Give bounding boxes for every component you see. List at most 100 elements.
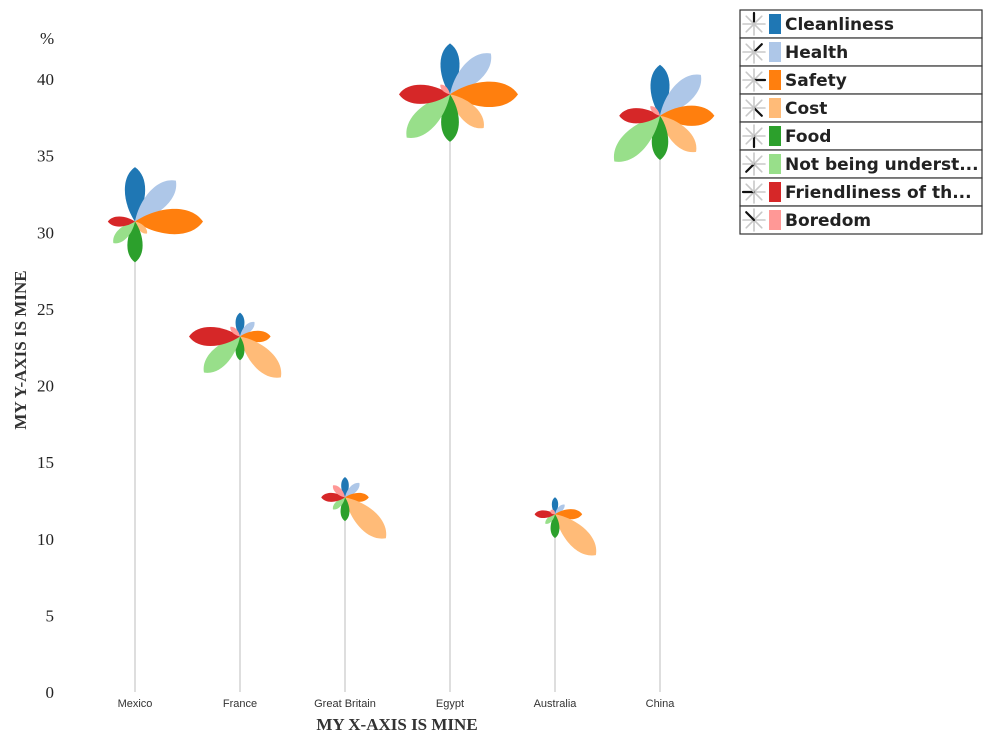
legend-item[interactable]: Friendliness of th...: [739, 177, 983, 207]
legend-swatch: [769, 154, 781, 174]
icon-spoke: [745, 135, 755, 145]
flower-petal: [555, 514, 597, 556]
flower-petal: [230, 326, 240, 337]
icon-spoke: [745, 99, 755, 109]
legend-label: Health: [785, 43, 848, 63]
icon-spoke: [752, 43, 763, 54]
icon-spoke: [753, 163, 763, 173]
flower[interactable]: [606, 64, 715, 170]
petal-direction-icon: [742, 208, 766, 232]
legend-swatch: [769, 14, 781, 34]
flower-petal: [450, 81, 518, 108]
petal-direction-icon: [742, 11, 766, 36]
icon-spoke: [753, 211, 763, 221]
icon-spoke: [753, 79, 763, 89]
legend-label: Safety: [785, 71, 847, 91]
petal-direction-icon: [742, 96, 766, 120]
flower[interactable]: [321, 476, 393, 546]
icon-spoke: [753, 127, 763, 137]
flower-petal: [555, 504, 565, 515]
legend-swatch: [769, 182, 781, 202]
x-tick-label: Australia: [534, 698, 578, 710]
y-tick-label: 0: [46, 683, 55, 702]
petal-direction-icon: [742, 40, 766, 64]
icon-spoke: [752, 106, 763, 117]
flower-petal: [135, 208, 203, 235]
icon-spoke: [745, 107, 755, 117]
petal-direction-icon: [742, 124, 766, 149]
y-tick-label: 35: [37, 147, 54, 166]
y-tick-label: 25: [37, 300, 54, 319]
legend-item[interactable]: Cost: [739, 93, 983, 123]
flower-petal: [450, 94, 484, 129]
flower[interactable]: [399, 43, 518, 145]
flower-petal: [345, 482, 360, 498]
flower-petal: [189, 326, 240, 346]
legend-item[interactable]: Not being underst...: [739, 149, 983, 179]
legend-swatch: [769, 42, 781, 62]
legend-item[interactable]: Food: [739, 121, 983, 151]
x-axis-title: MY X-AXIS IS MINE: [316, 715, 477, 734]
flower-petal: [614, 115, 660, 162]
flower-petal: [240, 336, 282, 378]
y-tick-label: 20: [37, 377, 54, 396]
flower-petal: [660, 115, 697, 152]
flower-petal: [113, 221, 135, 244]
icon-spoke: [745, 211, 756, 222]
icon-spoke: [753, 219, 763, 229]
x-tick-label: Great Britain: [314, 698, 376, 710]
legend: Cleanliness Health Safety Cost Food Not being…: [739, 9, 983, 235]
flower[interactable]: [189, 312, 288, 385]
flower-petal: [203, 336, 240, 373]
icon-spoke: [745, 155, 755, 165]
petal-direction-icon: [742, 152, 766, 176]
y-tick-label: 10: [37, 530, 54, 549]
flower-petal: [650, 106, 660, 116]
flower-petal: [107, 216, 135, 227]
icon-spoke: [753, 15, 763, 25]
y-tick-label: 30: [37, 223, 54, 242]
petal-direction-icon: [742, 68, 767, 92]
x-tick-label: China: [646, 698, 676, 710]
y-axis-title: MY Y-AXIS IS MINE: [11, 270, 30, 429]
y-tick-label: 15: [37, 453, 54, 472]
flower[interactable]: [107, 167, 203, 263]
legend-item[interactable]: Boredom: [739, 205, 983, 235]
legend-item[interactable]: Health: [739, 37, 983, 67]
legend-swatch: [769, 126, 781, 146]
legend-label: Cost: [785, 99, 827, 119]
stems: [134, 94, 661, 692]
icon-spoke: [753, 99, 763, 109]
legend-swatch: [769, 98, 781, 118]
flower-petal: [440, 84, 450, 95]
legend-label: Boredom: [785, 211, 871, 231]
flower-petal: [135, 180, 177, 222]
icon-spoke: [745, 23, 755, 33]
icon-spoke: [753, 191, 763, 201]
flower[interactable]: [534, 497, 604, 562]
flower-petal: [321, 492, 345, 502]
icon-spoke: [745, 79, 755, 89]
icon-spoke: [753, 71, 763, 81]
flower-petal: [406, 94, 450, 138]
icon-spoke: [753, 183, 763, 193]
icon-spoke: [753, 135, 763, 145]
icon-spoke: [753, 51, 763, 61]
icon-spoke: [745, 43, 755, 53]
flower-petal: [332, 497, 345, 510]
y-axis: 0 5 10 15 20 25 30 35 40: [37, 70, 54, 702]
flower-petal: [345, 497, 387, 539]
legend-swatch: [769, 210, 781, 230]
flower-petal: [399, 84, 450, 104]
flower-petal: [619, 108, 660, 124]
x-tick-label: France: [223, 698, 257, 710]
icon-spoke: [745, 127, 755, 137]
flower-petal: [340, 497, 350, 522]
icon-spoke: [745, 219, 755, 229]
icon-spoke: [745, 15, 755, 25]
icon-spoke: [745, 162, 756, 173]
legend-item[interactable]: Safety: [739, 65, 983, 95]
legend-item[interactable]: Cleanliness: [739, 9, 983, 39]
x-tick-label: Egypt: [436, 698, 464, 710]
